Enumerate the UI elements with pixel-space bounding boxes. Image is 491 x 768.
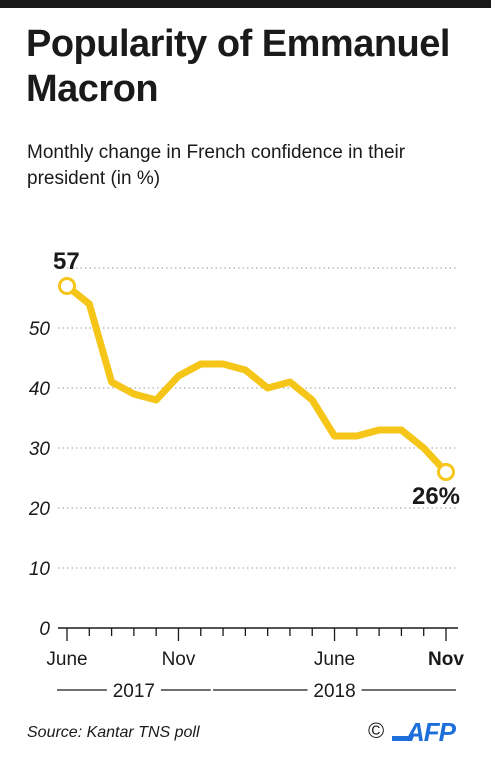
x-tick-label: Nov <box>162 649 196 670</box>
data-point <box>177 375 179 377</box>
afp-logo: AFP <box>392 717 458 746</box>
x-tick-label: June <box>314 649 355 670</box>
data-point <box>111 381 113 383</box>
data-point <box>244 369 246 371</box>
y-tick-label: 50 <box>29 319 51 340</box>
source-note: Source: Kantar TNS poll <box>27 724 200 741</box>
y-tick-label: 40 <box>29 379 51 400</box>
endpoint-marker <box>58 277 76 295</box>
y-tick-label: 30 <box>29 439 51 460</box>
top-bar <box>0 0 491 8</box>
data-point <box>200 363 202 365</box>
chart-subtitle: Monthly change in French confidence in t… <box>27 142 406 189</box>
data-point <box>88 303 90 305</box>
chart-title: Popularity of Emmanuel Macron <box>26 23 450 110</box>
data-point <box>155 399 157 401</box>
data-point <box>311 399 313 401</box>
data-point <box>267 387 269 389</box>
year-label: 2017 <box>113 681 155 702</box>
y-tick-label: 10 <box>29 559 51 580</box>
y-tick-label: 0 <box>39 619 50 640</box>
afp-logo-text: AFP <box>405 717 457 746</box>
data-point <box>356 435 358 437</box>
data-point <box>378 429 380 431</box>
data-point <box>133 393 135 395</box>
series-line <box>63 282 450 476</box>
x-tick-label: Nov <box>428 649 464 670</box>
line-chart: 0 10 20 30 40 50 June Nov June Nov 2017 2018 57 26% <box>28 248 465 702</box>
x-tick-label: June <box>46 649 87 670</box>
copyright-symbol: © <box>368 718 385 743</box>
data-point <box>400 429 402 431</box>
data-point <box>222 363 224 365</box>
endpoint-marker <box>437 463 455 481</box>
data-label: 26% <box>412 483 460 510</box>
year-label: 2018 <box>313 681 355 702</box>
data-point <box>423 447 425 449</box>
data-point <box>334 435 336 437</box>
y-tick-label: 20 <box>28 499 51 520</box>
data-label: 57 <box>53 248 80 275</box>
data-point <box>289 381 291 383</box>
